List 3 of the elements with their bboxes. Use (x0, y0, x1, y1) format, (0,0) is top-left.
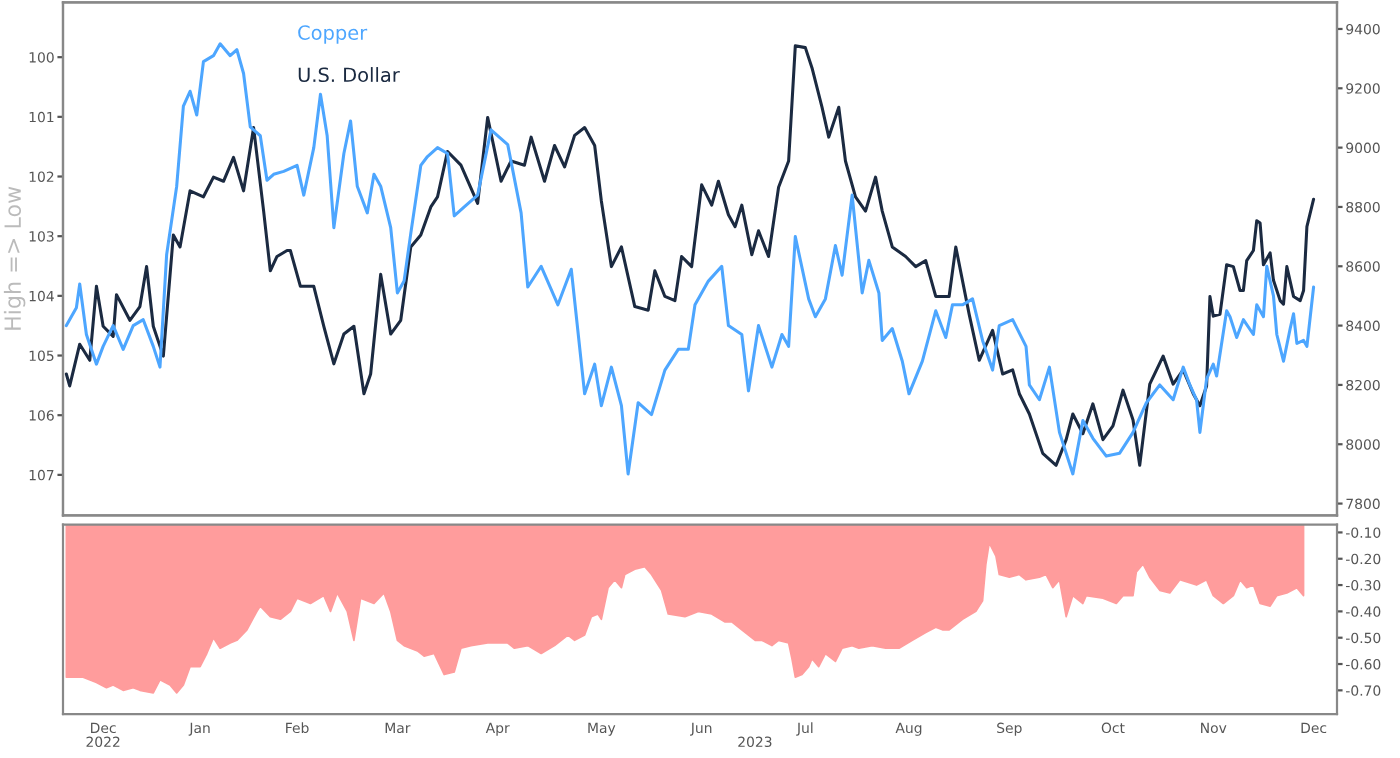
text: Copper (298, 25, 368, 44)
y-axis-title: High => Low (3, 186, 26, 330)
text: U.S. Dollar (298, 67, 400, 83)
